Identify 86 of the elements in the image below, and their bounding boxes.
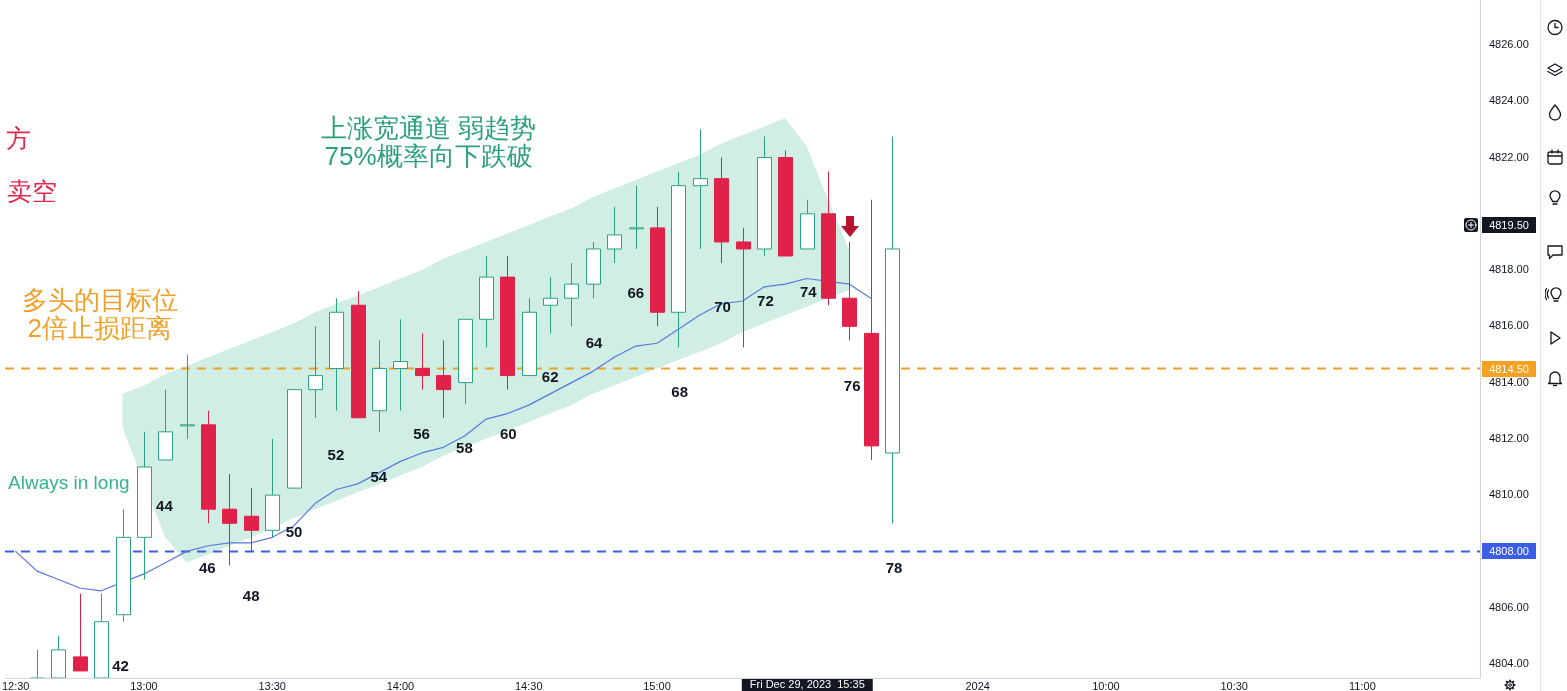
x-tick-label: 2024	[965, 679, 990, 691]
candlestick	[393, 318, 408, 412]
candlestick	[671, 171, 686, 348]
candlestick	[372, 339, 387, 433]
candlestick	[116, 508, 131, 623]
annotation: 卖空	[6, 176, 57, 205]
annotation: 50	[285, 523, 303, 541]
annotation: 48	[242, 587, 260, 605]
annotation: 42	[112, 657, 129, 675]
annotation: 68	[671, 383, 689, 401]
candlestick	[522, 297, 537, 377]
annotation: 64	[585, 334, 603, 352]
annotation: 方	[6, 123, 32, 152]
y-tick-label: 4814.00	[1489, 375, 1529, 388]
candlestick	[479, 255, 494, 348]
annotation: 62	[541, 368, 559, 386]
y-tick-label: 4818.00	[1489, 263, 1529, 276]
annotation: 76	[843, 377, 861, 395]
annotation: 72	[757, 292, 774, 310]
candlestick	[842, 241, 857, 341]
candlestick	[51, 635, 66, 678]
candlestick	[800, 199, 815, 250]
candlestick	[864, 199, 879, 461]
candlestick	[564, 262, 579, 327]
y-tick-label: 4812.00	[1489, 431, 1529, 444]
candlestick	[137, 431, 152, 581]
candlestick	[736, 227, 751, 348]
candlestick	[265, 438, 280, 538]
x-tick-label: 13:30	[258, 679, 286, 691]
annotation: 52	[327, 446, 345, 464]
y-tick-label: 4824.00	[1489, 94, 1529, 107]
annotation: 60	[499, 425, 517, 443]
x-tick-label: 15:00	[643, 679, 671, 691]
candlestick	[415, 332, 430, 391]
candlestick	[629, 185, 644, 250]
candlestick	[586, 241, 601, 299]
candlestick	[94, 593, 109, 678]
annotation: 多头的目标位 2倍止损距离	[21, 285, 178, 344]
annotation: 上涨宽通道 弱趋势 75%概率向下跌破	[320, 113, 537, 172]
y-tick-label: 4806.00	[1489, 600, 1529, 613]
y-tick-label: 4810.00	[1489, 488, 1529, 501]
candlestick	[244, 487, 259, 552]
annotation: Fri Dec 29, 2023 15:35	[749, 678, 865, 691]
candlestick	[650, 206, 665, 327]
candlestick	[885, 135, 900, 524]
candlestick	[180, 353, 195, 440]
candlestick	[30, 649, 45, 678]
y-tick-label: 4822.00	[1489, 150, 1529, 163]
annotation: Always in long	[8, 472, 130, 494]
y-tick-label: 4826.00	[1489, 38, 1529, 51]
annotation: 58	[456, 439, 473, 457]
candlestick	[158, 389, 173, 461]
y-tick-label: 4804.00	[1489, 656, 1529, 669]
candlestick	[607, 206, 622, 264]
x-tick-label: 14:30	[514, 679, 543, 691]
candlestick	[714, 157, 729, 264]
annotation: 44	[156, 497, 174, 515]
candlestick	[351, 290, 366, 419]
annotation: 78	[885, 559, 903, 577]
x-tick-label: 13:00	[130, 679, 158, 691]
ref-line-label: 4808.00	[1489, 544, 1529, 557]
x-tick-label: 11:00	[1349, 679, 1376, 691]
candlestick	[821, 171, 836, 306]
candlestick	[329, 297, 344, 412]
candlestick	[73, 593, 88, 672]
x-tick-label: 10:00	[1092, 679, 1120, 691]
candlestick	[543, 276, 558, 334]
candlestick	[693, 128, 708, 250]
y-tick-label: 4816.00	[1489, 319, 1529, 332]
candlestick	[436, 339, 451, 419]
annotation: 56	[413, 425, 430, 443]
x-tick-label: 14:00	[386, 679, 415, 691]
annotation: 66	[627, 284, 645, 302]
annotation: 74	[799, 283, 818, 301]
annotation: 54	[370, 468, 388, 486]
ref-line-label: 4814.50	[1489, 362, 1529, 375]
candlestick	[757, 135, 772, 257]
x-tick-label: 12:30	[1, 679, 30, 691]
candlestick	[500, 255, 515, 391]
annotation: 46	[198, 559, 216, 577]
candlestick	[201, 410, 216, 524]
text: 4819.50	[1489, 218, 1529, 231]
candlestick	[222, 473, 237, 566]
x-tick-label: 10:30	[1220, 679, 1248, 691]
annotation: 70	[714, 298, 731, 316]
candlestick	[308, 325, 323, 419]
